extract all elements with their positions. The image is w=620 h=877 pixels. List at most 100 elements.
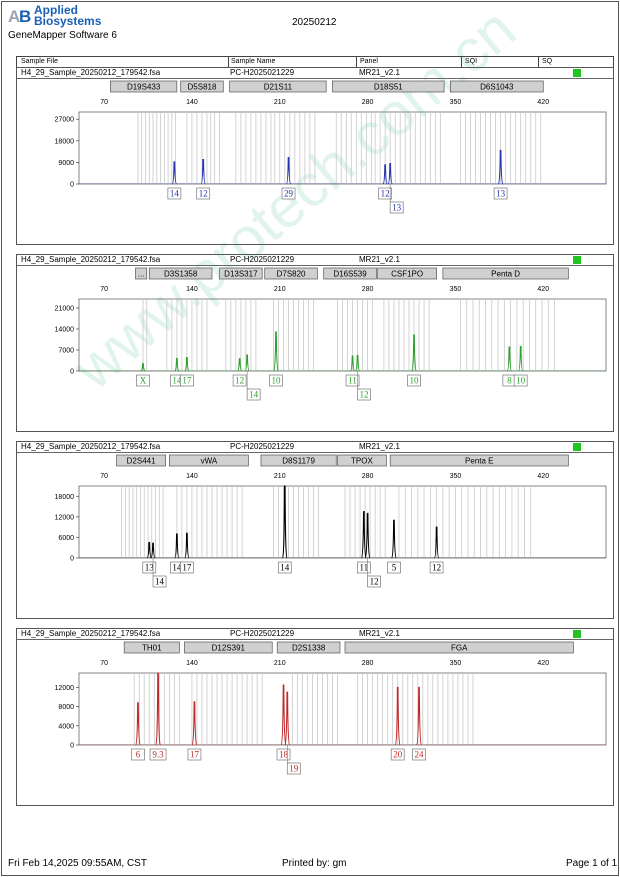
allele-label: 12 [381,189,390,199]
marker-tpox: TPOX [337,454,387,467]
allele-label: 18 [279,750,289,760]
allele-label: 17 [182,563,192,573]
marker-label: D7S820 [277,270,306,279]
peak [244,354,250,372]
marker-label: D2S441 [127,457,156,466]
plot-area [78,111,607,185]
x-tick-label: 210 [274,660,286,667]
x-tick-label: 210 [274,473,286,480]
marker-penta-d: Penta D [442,267,569,280]
allele-label: 29 [284,189,294,199]
allele-call: 14 [277,561,292,574]
y-tick-label: 8000 [58,704,74,711]
marker-label: Penta D [491,270,520,279]
allele-call: 5 [387,561,401,574]
electropherogram: D2S441 vWA D8S1179 TPOX Penta E70 140 210 280 35… [55,454,607,588]
sample-name: PC-H2025021229 [230,68,295,77]
marker-label: D19S433 [127,83,161,92]
plot-area [78,672,607,746]
marker-label: D18S51 [374,83,403,92]
marker-label: CSF1PO [391,270,423,279]
footer-page: Page 1 of 1 [566,858,618,869]
allele-call: 10 [269,374,283,387]
x-tick-label: 350 [450,99,462,106]
marker-d19s433: D19S433 [110,80,178,93]
panel-name: MR21_v2.1 [359,255,400,264]
marker-d12s391: D12S391 [184,641,273,654]
peak [433,526,440,559]
allele-label: 11 [348,376,357,386]
plot-area [78,485,607,559]
panel-info-row: H4_29_Sample_20250212_179542.fsa PC-H2025… [17,442,613,453]
x-tick-label: 210 [274,286,286,293]
electropherogram: TH01 D12S391 D2S1338 FGA 70 140 210 280 350 420 0 4… [55,641,607,775]
peak [191,701,198,746]
col-sample-file: Sample File [21,58,58,65]
marker-label: D2S1338 [292,644,326,653]
x-tick-label: 140 [186,660,198,667]
marker-d2s441: D2S441 [116,454,166,467]
peak [350,355,356,372]
y-tick-label: 27000 [55,117,75,124]
panel-3: H4_29_Sample_20250212_179542.fsa PC-H2025… [16,441,614,619]
y-tick-label: 14000 [55,327,75,334]
footer-printed-by: Printed by: gm [282,858,347,869]
peak [273,331,279,372]
marker-d16s539: D16S539 [323,267,377,280]
sample-name: PC-H2025021229 [230,442,295,451]
peak [497,149,504,185]
panel-info-row: H4_29_Sample_20250212_179542.fsa PC-H2025… [17,629,613,640]
allele-label: 12 [370,577,379,587]
allele-call: 12 [232,374,247,387]
x-tick-label: 280 [362,660,374,667]
marker-label: D16S539 [333,270,367,279]
y-tick-label: 7000 [58,348,74,355]
marker-label: TH01 [142,644,162,653]
x-tick-label: 140 [186,473,198,480]
x-tick-label: 70 [100,286,108,293]
allele-call: 11 [345,374,360,387]
marker-d18s51: D18S51 [332,80,445,93]
marker-vwa: vWA [168,454,249,467]
col-sqi: SQI [465,58,478,65]
allele-label: 14 [249,390,259,400]
marker-label: D5S818 [188,83,217,92]
peak [150,542,156,559]
allele-call: 20 [390,748,405,761]
allele-label: 20 [393,750,403,760]
marker-csf1po: CSF1PO [377,267,437,280]
peak [382,164,388,185]
peak [140,362,146,372]
panel-info-row: H4_29_Sample_20250212_179542.fsa PC-H2025… [17,255,613,266]
marker-d21s11: D21S11 [229,80,327,93]
marker-d13s317: D13S317 [219,267,263,280]
allele-label: 5 [392,563,397,573]
col-panel: Panel [360,58,378,65]
col-sample-name: Sample Name [231,58,276,65]
marker-d7s820: D7S820 [264,267,318,280]
x-tick-label: 420 [537,286,549,293]
x-tick-label: 350 [450,286,462,293]
allele-call: 12 [196,187,211,200]
marker-label: ... [138,270,145,279]
allele-label: 14 [155,577,165,587]
y-tick-label: 6000 [58,535,74,542]
allele-call: 29 [281,187,296,200]
allele-call: 14 [152,558,167,588]
peak [282,485,288,559]
marker-label: D13S317 [224,270,258,279]
brand-line-1: Applied [34,3,78,17]
sample-file: H4_29_Sample_20250212_179542.fsa [21,629,161,638]
peak [394,686,401,746]
allele-label: 12 [432,563,441,573]
allele-label: 19 [289,764,299,774]
allele-label: 12 [360,390,369,400]
allele-call: 13 [493,187,508,200]
brand-name: Applied Biosystems [34,3,101,27]
quality-flag-icon [573,630,581,638]
allele-label: 13 [496,189,506,199]
panel-name: MR21_v2.1 [359,629,400,638]
marker-penta-e: Penta E [389,454,569,467]
peak [174,357,180,372]
